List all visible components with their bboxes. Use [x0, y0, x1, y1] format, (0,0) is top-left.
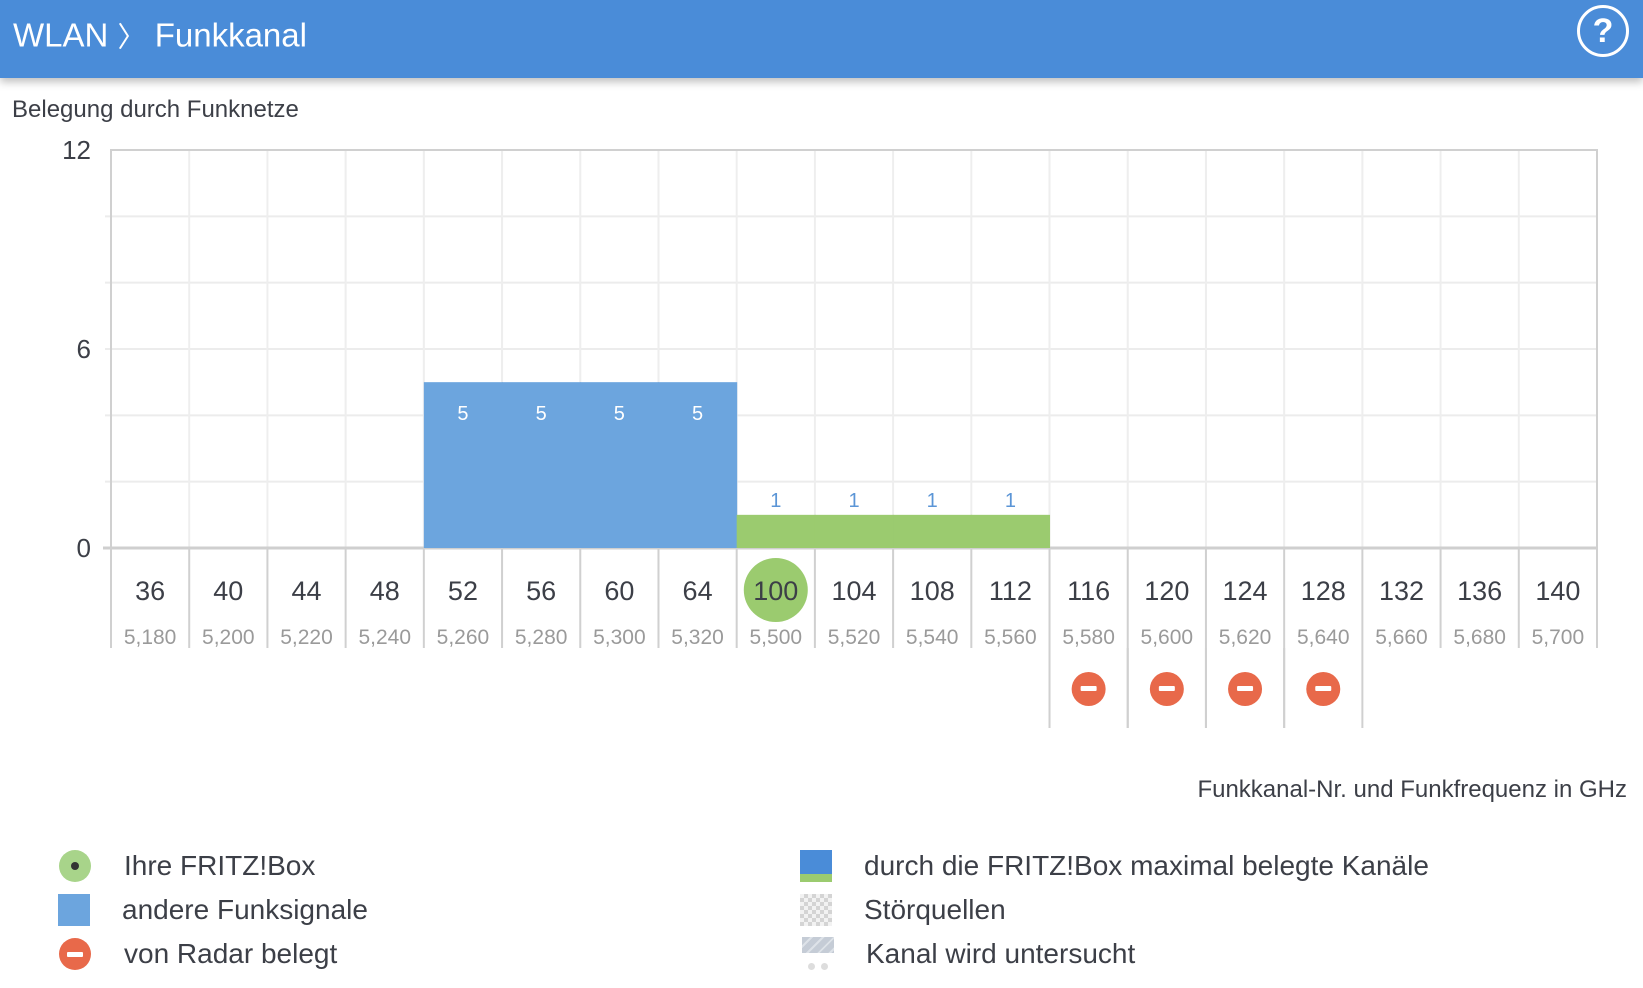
frequency-label: 5,520 [828, 626, 881, 649]
breadcrumb-wlan[interactable]: WLAN [13, 16, 109, 54]
frequency-label: 5,300 [593, 626, 646, 649]
y-tick-label: 0 [77, 533, 91, 563]
chart-title: Belegung durch Funknetze [12, 96, 299, 123]
help-circle-icon[interactable]: ? [1577, 5, 1629, 57]
legend-radar: von Radar belegt [58, 936, 337, 972]
channel-label: 100 [753, 576, 798, 606]
channel-label: 116 [1067, 576, 1110, 606]
bar-value-label: 1 [770, 490, 781, 512]
breadcrumb: WLAN 〉 Funkkanal [13, 14, 307, 55]
blue-green-square-icon [800, 850, 832, 882]
legend-label: andere Funksignale [122, 894, 368, 925]
bar-value-label: 5 [457, 403, 468, 425]
channel-label: 104 [831, 576, 876, 606]
legend-label: Störquellen [864, 894, 1006, 925]
radar-icon-bar [1237, 686, 1254, 691]
legend-fritzbox: Ihre FRITZ!Box [58, 848, 315, 884]
blue-square-icon [58, 894, 90, 926]
frequency-label: 5,700 [1532, 626, 1585, 649]
bar-other-signals [423, 382, 503, 548]
frequency-label: 5,660 [1375, 626, 1428, 649]
channel-label: 48 [370, 576, 400, 606]
fritzbox-dot-icon [58, 849, 92, 883]
legend-label: Kanal wird untersucht [866, 938, 1136, 969]
bar-fritzbox-channel [736, 514, 816, 548]
channel-label: 64 [683, 576, 713, 606]
radar-icon-bar [1158, 686, 1175, 691]
radar-icon-bar [1315, 686, 1332, 691]
bar-fritzbox-channel [893, 514, 972, 548]
y-tick-label: 12 [62, 135, 91, 165]
hatched-icon [800, 937, 834, 971]
legend-fritzbox-channels: durch die FRITZ!Box maximal belegte Kanä… [800, 848, 1429, 884]
legend-label: von Radar belegt [124, 938, 338, 969]
frequency-label: 5,320 [671, 626, 724, 649]
axis-caption: Funkkanal-Nr. und Funkfrequenz in GHz [1197, 776, 1627, 803]
legend-interference: Störquellen [800, 892, 1006, 928]
frequency-label: 5,260 [437, 626, 490, 649]
channel-label: 140 [1535, 576, 1580, 606]
bar-value-label: 1 [927, 490, 938, 512]
frequency-label: 5,600 [1141, 626, 1194, 649]
frequency-label: 5,580 [1062, 626, 1115, 649]
frequency-label: 5,500 [750, 626, 803, 649]
channel-label: 124 [1223, 576, 1268, 606]
legend-label: Ihre FRITZ!Box [124, 850, 316, 881]
frequency-label: 5,560 [984, 626, 1037, 649]
channel-label: 120 [1144, 576, 1189, 606]
channel-label: 132 [1379, 576, 1424, 606]
bar-fritzbox-channel [971, 514, 1051, 548]
legend-label: durch die FRITZ!Box maximal belegte Kanä… [864, 850, 1429, 881]
channel-label: 44 [292, 576, 322, 606]
page-title: Funkkanal [154, 16, 307, 54]
channel-label: 112 [989, 576, 1032, 606]
bar-other-signals [502, 382, 581, 548]
header-bar: WLAN 〉 Funkkanal ? [0, 0, 1643, 78]
own-channel-marker [743, 558, 808, 622]
bar-value-label: 5 [692, 403, 703, 425]
channel-label: 52 [448, 576, 478, 606]
bar-value-label: 1 [848, 490, 859, 512]
channel-label: 136 [1457, 576, 1502, 606]
bar-value-label: 1 [1005, 490, 1016, 512]
bar-other-signals [658, 382, 738, 548]
legend-other: andere Funksignale [58, 892, 368, 928]
frequency-label: 5,540 [906, 626, 959, 649]
frequency-label: 5,640 [1297, 626, 1350, 649]
channel-label: 108 [910, 576, 955, 606]
bar-value-label: 5 [614, 403, 625, 425]
channel-label: 40 [213, 576, 243, 606]
bar-value-label: 5 [536, 403, 547, 425]
frequency-label: 5,680 [1453, 626, 1506, 649]
legend-scanning: Kanal wird untersucht [800, 936, 1135, 972]
channel-label: 56 [526, 576, 556, 606]
frequency-label: 5,220 [280, 626, 333, 649]
y-tick-label: 6 [77, 334, 91, 364]
checker-icon [800, 894, 832, 926]
bar-fritzbox-channel [814, 514, 894, 548]
radar-icon-bar [1080, 686, 1097, 691]
channel-label: 60 [604, 576, 634, 606]
channel-label: 128 [1301, 576, 1346, 606]
channel-label: 36 [135, 576, 165, 606]
breadcrumb-separator-icon: 〉 [117, 21, 146, 53]
radar-icon [58, 937, 92, 971]
frequency-label: 5,240 [358, 626, 411, 649]
frequency-label: 5,200 [202, 626, 255, 649]
frequency-label: 5,620 [1219, 626, 1272, 649]
frequency-label: 5,280 [515, 626, 568, 649]
frequency-label: 5,180 [124, 626, 177, 649]
bar-other-signals [580, 382, 659, 548]
